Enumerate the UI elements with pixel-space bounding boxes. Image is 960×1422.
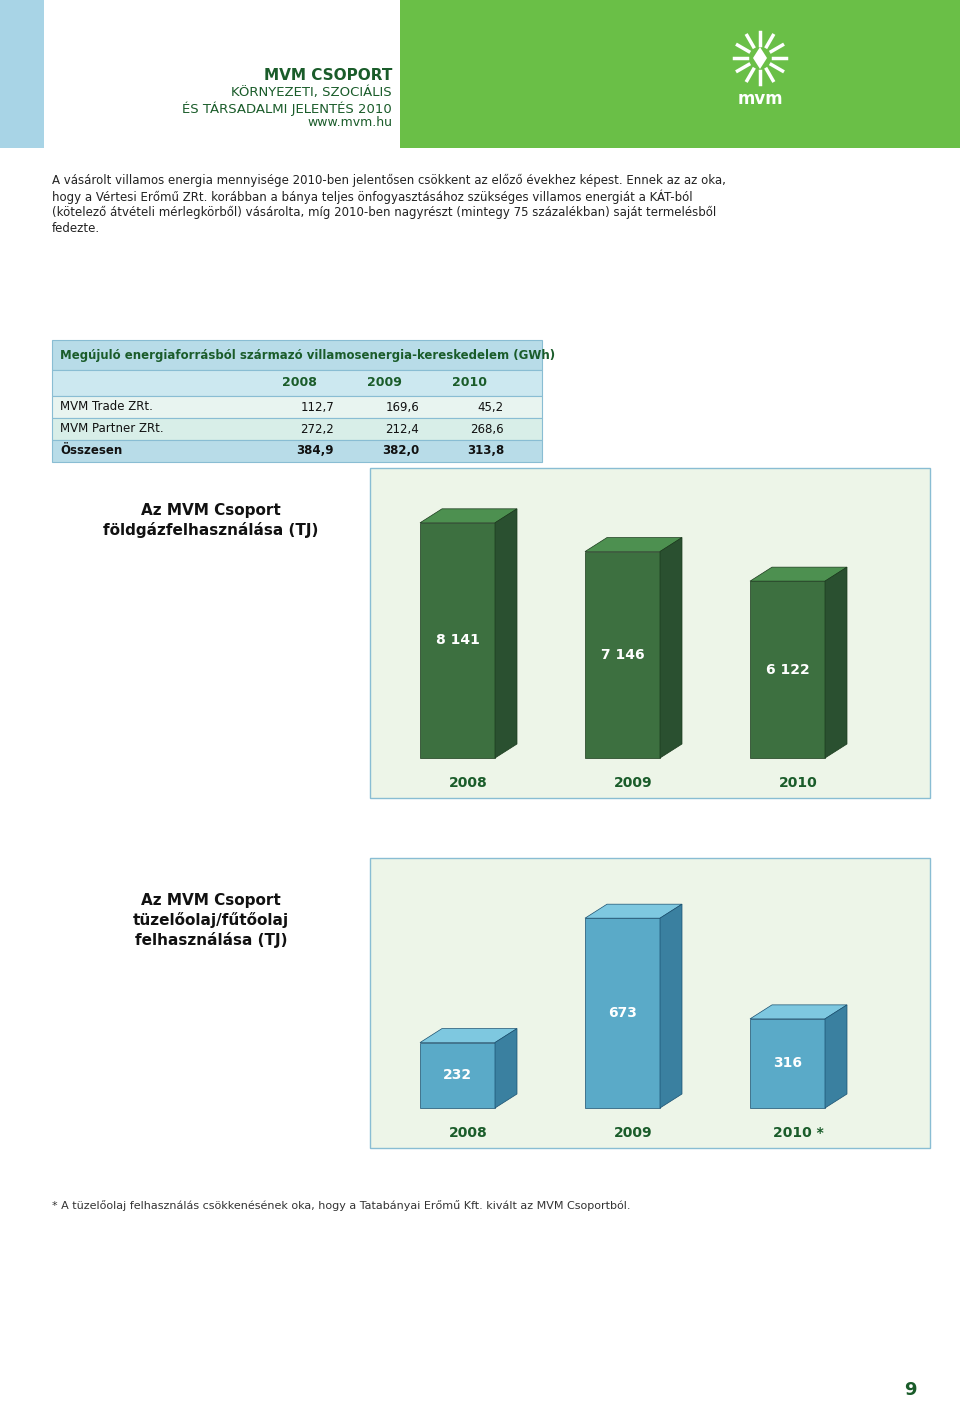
Bar <box>0 0 44 148</box>
Polygon shape <box>750 1005 847 1020</box>
Text: MVM CSOPORT: MVM CSOPORT <box>264 68 392 82</box>
Text: MVM Trade ZRt.: MVM Trade ZRt. <box>60 401 153 414</box>
Text: 212,4: 212,4 <box>385 422 419 435</box>
Polygon shape <box>420 1028 517 1042</box>
Text: ÉS TÁRSADALMI JELENTÉS 2010: ÉS TÁRSADALMI JELENTÉS 2010 <box>182 101 392 115</box>
Polygon shape <box>825 567 847 758</box>
Polygon shape <box>753 47 767 70</box>
Text: 384,9: 384,9 <box>297 445 334 458</box>
Text: 8 141: 8 141 <box>436 633 479 647</box>
Bar <box>52 370 542 395</box>
Text: KÖRNYEZETI, SZOCIÁLIS: KÖRNYEZETI, SZOCIÁLIS <box>231 85 392 100</box>
Text: 316: 316 <box>773 1057 802 1071</box>
Text: 2010: 2010 <box>452 377 487 390</box>
Text: 2009: 2009 <box>614 1126 653 1140</box>
Bar <box>370 468 930 798</box>
Bar <box>400 0 960 148</box>
Text: hogy a Vértesi Erőmű ZRt. korábban a bánya teljes önfogyasztásához szükséges vil: hogy a Vértesi Erőmű ZRt. korábban a bán… <box>52 191 692 205</box>
Polygon shape <box>825 1005 847 1108</box>
Polygon shape <box>585 538 682 552</box>
Bar <box>585 919 660 1108</box>
Text: Megújuló energiaforrásból származó villamosenergia-kereskedelem (GWh): Megújuló energiaforrásból származó villa… <box>60 348 555 361</box>
Bar <box>420 1042 495 1108</box>
Polygon shape <box>660 904 682 1108</box>
Text: (kötelező átvételi mérlegkörből) vásárolta, míg 2010-ben nagyrészt (mintegy 75 s: (kötelező átvételi mérlegkörből) vásárol… <box>52 206 716 219</box>
Text: 673: 673 <box>608 1007 636 1020</box>
Text: 169,6: 169,6 <box>385 401 419 414</box>
Text: földgázfelhasználása (TJ): földgázfelhasználása (TJ) <box>104 522 319 538</box>
Bar <box>750 582 825 758</box>
Text: MVM Partner ZRt.: MVM Partner ZRt. <box>60 422 163 435</box>
Text: Az MVM Csoport: Az MVM Csoport <box>141 893 281 907</box>
Text: tüzelőolaj/fűtőolaj: tüzelőolaj/fűtőolaj <box>132 912 289 929</box>
Text: 232: 232 <box>443 1068 472 1082</box>
Text: 2010: 2010 <box>780 776 818 791</box>
Bar <box>52 439 542 462</box>
Text: Összesen: Összesen <box>60 445 122 458</box>
Bar <box>420 523 495 758</box>
Text: 268,6: 268,6 <box>470 422 504 435</box>
Bar <box>585 552 660 758</box>
Polygon shape <box>495 509 517 758</box>
Polygon shape <box>585 904 682 919</box>
Polygon shape <box>750 567 847 582</box>
Text: 2008: 2008 <box>449 776 488 791</box>
Text: 9: 9 <box>903 1381 916 1399</box>
Text: A vásárolt villamos energia mennyisége 2010-ben jelentősen csökkent az előző éve: A vásárolt villamos energia mennyisége 2… <box>52 173 726 188</box>
Text: 2008: 2008 <box>449 1126 488 1140</box>
Text: * A tüzelőolaj felhasználás csökkenésének oka, hogy a Tatabányai Erőmű Kft. kivá: * A tüzelőolaj felhasználás csökkenéséne… <box>52 1200 631 1212</box>
Text: 2008: 2008 <box>282 377 317 390</box>
Text: www.mvm.hu: www.mvm.hu <box>307 117 392 129</box>
Bar <box>750 1020 825 1108</box>
Text: Az MVM Csoport: Az MVM Csoport <box>141 502 281 518</box>
Text: 7 146: 7 146 <box>601 648 644 661</box>
Text: felhasználása (TJ): felhasználása (TJ) <box>134 931 287 948</box>
Text: 2009: 2009 <box>367 377 402 390</box>
Text: 6 122: 6 122 <box>766 663 809 677</box>
Bar <box>52 395 542 418</box>
Text: 112,7: 112,7 <box>300 401 334 414</box>
Text: 2009: 2009 <box>614 776 653 791</box>
Text: 313,8: 313,8 <box>467 445 504 458</box>
Bar <box>52 418 542 439</box>
Bar <box>370 857 930 1148</box>
Text: 382,0: 382,0 <box>382 445 419 458</box>
Text: 272,2: 272,2 <box>300 422 334 435</box>
Polygon shape <box>660 538 682 758</box>
Text: mvm: mvm <box>737 90 782 108</box>
Text: 45,2: 45,2 <box>478 401 504 414</box>
Polygon shape <box>495 1028 517 1108</box>
Bar <box>52 340 542 370</box>
Text: fedezte.: fedezte. <box>52 222 100 235</box>
Polygon shape <box>420 509 517 523</box>
Text: 2010 *: 2010 * <box>773 1126 824 1140</box>
